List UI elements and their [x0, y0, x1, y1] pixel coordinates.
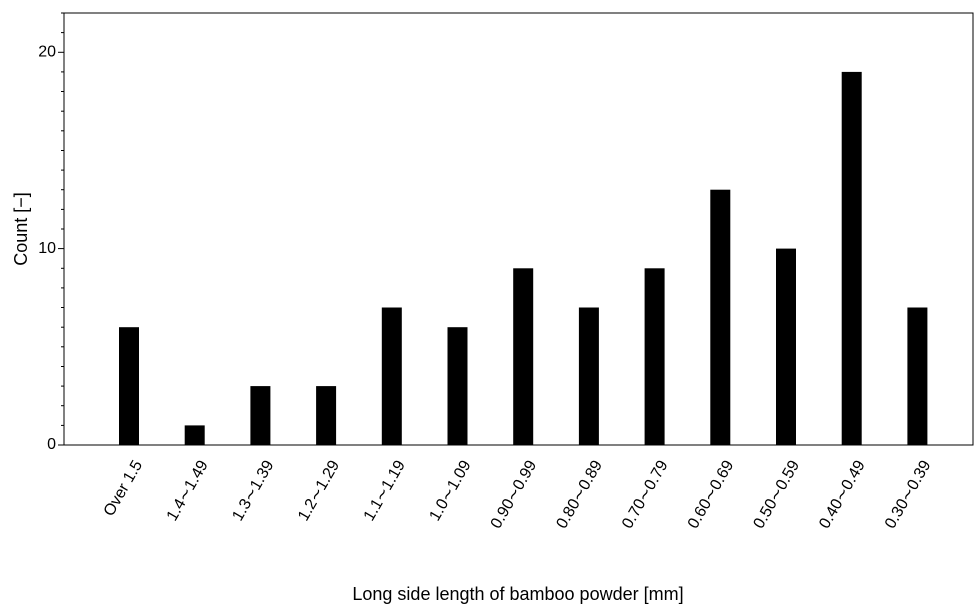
x-tick-label: 0.80∼0.89 [553, 458, 606, 532]
x-tick-label: 1.3∼1.39 [229, 458, 277, 524]
y-tick-label: 20 [38, 44, 56, 61]
bar [447, 327, 468, 445]
x-tick-label: 0.60∼0.69 [685, 458, 738, 532]
x-axis-label: Long side length of bamboo powder [mm] [352, 584, 683, 604]
bar [381, 307, 402, 445]
bar [776, 248, 796, 445]
bar [184, 425, 205, 445]
x-tick-label: 0.40∼0.49 [816, 458, 869, 532]
x-tick-label: 1.0∼1.09 [426, 458, 474, 524]
x-tick-label: 1.4∼1.49 [164, 458, 212, 524]
y-tick-label: 10 [38, 240, 56, 257]
x-tick-label: 0.70∼0.79 [619, 458, 672, 532]
bar [644, 268, 665, 445]
bar [578, 307, 599, 445]
x-tick-label: 0.30∼0.39 [882, 458, 935, 532]
bar [907, 307, 928, 445]
bar [119, 327, 139, 445]
bar [710, 189, 731, 445]
y-tick-label: 0 [47, 436, 56, 453]
x-axis-ticks: Over 1.5 1.4∼1.49 1.3∼1.39 1.2∼1.29 1.1∼1.19… [101, 458, 935, 532]
y-axis-label: Count [−] [11, 192, 31, 266]
bars-group [119, 71, 928, 446]
x-tick-label: 1.1∼1.19 [361, 458, 409, 524]
bar [513, 268, 534, 445]
bar [316, 386, 337, 445]
x-tick-label: Over 1.5 [101, 458, 146, 520]
bar [250, 386, 271, 445]
x-tick-label: 0.50∼0.59 [751, 458, 804, 532]
y-axis-ticks: 0 10 20 [38, 12, 64, 453]
x-tick-label: 1.2∼1.29 [295, 458, 343, 524]
x-tick-label: 0.90∼0.99 [488, 458, 541, 532]
bar [841, 71, 862, 446]
